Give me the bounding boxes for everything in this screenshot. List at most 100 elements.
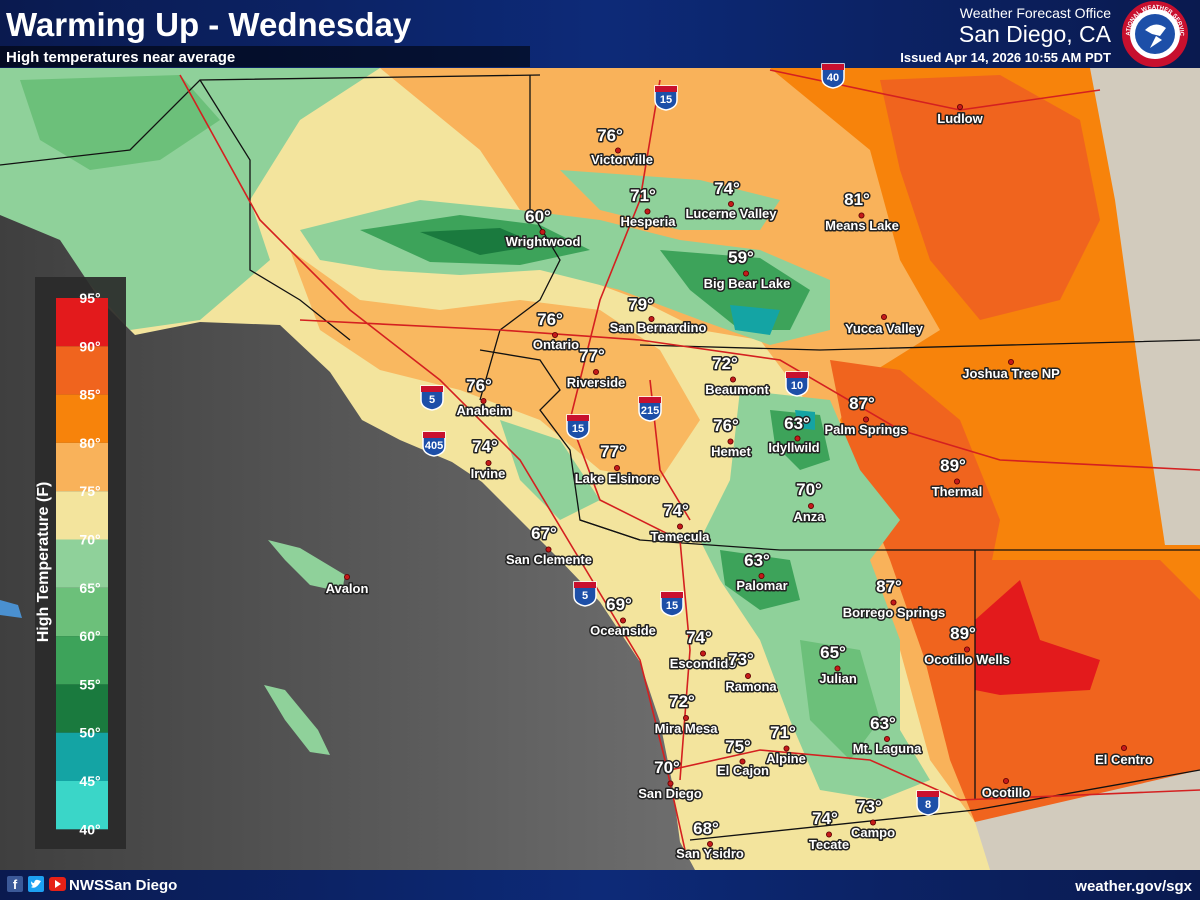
shield-top [917,791,939,797]
subtitle-bar [0,46,530,67]
county-lines [0,74,1200,841]
city-name: Palm Springs [824,422,907,437]
places: 76° Victorville 71° Hesperia 74° Lucerne Vall… [324,104,1154,863]
city-temp: 70° [796,480,822,499]
city-temp: 74° [714,179,740,198]
highway-shield: 215 [638,396,662,422]
city-name: Mt. Laguna [853,741,922,756]
map [0,68,1200,870]
city-dot [884,736,891,743]
city-temp: 76° [537,310,563,329]
city-name: Ocotillo [982,785,1030,800]
location: San Diego, CA [959,21,1112,47]
city-name: Ludlow [937,111,983,126]
shield-top [423,432,445,438]
shield-number: 405 [425,440,443,452]
city-temp: 67° [531,524,557,543]
city-name: Alpine [766,751,806,766]
city-temp: 89° [950,624,976,643]
city-temp: 71° [770,723,796,742]
issued: Issued Apr 14, 2026 10:55 AM PDT [900,50,1111,65]
highway-shield: 15 [654,85,678,111]
city-name: Ontario [533,337,579,352]
city-dot [739,758,746,765]
shield-number: 40 [827,72,839,84]
city-name: Temecula [650,529,710,544]
city-name: San Diego [638,786,702,801]
highway-shield: 10 [785,371,809,397]
city-temp: 87° [849,394,875,413]
city-name: Thermal [932,484,983,499]
city-dot [826,831,833,838]
shield-number: 15 [660,94,672,106]
city-temp: 63° [744,551,770,570]
shield-number: 5 [429,394,435,406]
city-dot [615,147,622,154]
city-temp: 69° [606,595,632,614]
city-temp: 73° [728,650,754,669]
city-dot [758,573,765,580]
city-name: Mira Mesa [655,721,719,736]
highway-shields: 40 15 10 5 405 15 215 5 15 8 [420,63,940,816]
shield-top [822,64,844,70]
shield-top [639,397,661,403]
city-dot [480,397,487,404]
city-temp: 72° [669,692,695,711]
city-temp: 76° [713,416,739,435]
highway-shield: 8 [916,790,940,816]
city-dot [485,459,492,466]
city-name: San Bernardino [610,320,707,335]
city-name: Yucca Valley [845,321,924,336]
city-dot [727,438,734,445]
city-temp: 63° [870,714,896,733]
legend-tick-label: 45° [79,773,100,789]
legend-tick-label: 85° [79,387,100,403]
footer-bar [0,870,1200,900]
city-name: Beaumont [705,382,769,397]
city-dot [957,104,964,111]
city-name: San Clemente [506,552,592,567]
legend-tick-label: 55° [79,676,100,692]
city-dot [707,841,714,848]
city-temp: 76° [597,126,623,145]
legend: High Temperature (F) 95° 90° 85° 80° 75° 70° 6… [35,277,126,849]
city-dot [728,200,735,207]
city-dot [1003,778,1010,785]
legend-tick-label: 65° [79,580,100,596]
city-temp: 89° [940,456,966,475]
city-name: Tecate [809,837,849,852]
legend-tick-label: 90° [79,338,100,354]
shield-number: 15 [572,423,584,435]
city-dot [863,416,870,423]
city-temp: 74° [472,437,498,456]
footer-url[interactable]: weather.gov/sgx [1074,878,1192,895]
legend-bands [56,298,108,830]
city-dot [593,368,600,375]
shield-top [661,592,683,598]
city-name: Joshua Tree NP [962,366,1060,381]
city-name: Julian [819,671,857,686]
city-dot [545,546,552,553]
city-temp: 72° [712,354,738,373]
legend-title: High Temperature (F) [35,482,52,643]
city-name: Idyllwild [768,440,819,455]
city-temp: 71° [630,186,656,205]
shield-number: 5 [582,590,588,602]
city-temp: 74° [663,501,689,520]
city-name: Ramona [725,679,777,694]
city-name: Palomar [736,578,787,593]
shield-number: 8 [925,799,931,811]
shield-top [574,582,596,588]
legend-tick-label: 60° [79,628,100,644]
city-dot [552,331,559,338]
shield-number: 10 [791,380,803,392]
shield-number: 15 [666,600,678,612]
city-temp: 68° [693,819,719,838]
city-name: Avalon [326,581,369,596]
city-temp: 59° [728,248,754,267]
city-dot [614,464,621,471]
city-temp: 65° [820,643,846,662]
highway-shield: 15 [660,591,684,617]
city-dot [870,819,877,826]
